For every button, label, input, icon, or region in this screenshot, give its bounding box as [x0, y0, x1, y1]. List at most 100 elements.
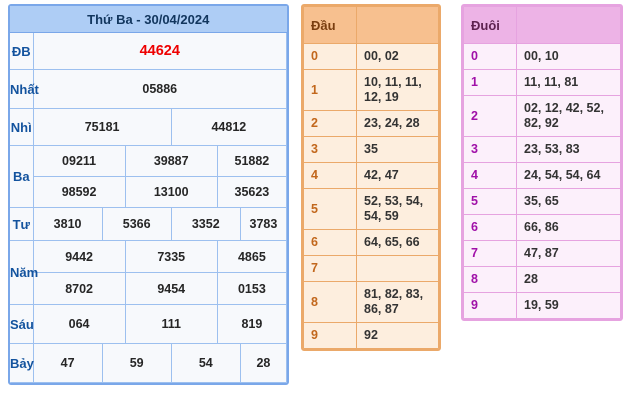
duoi-header-row: Đuôi	[463, 6, 621, 44]
dau-row-3: 3 35	[303, 136, 439, 163]
prize-value-ba-5: 35623	[216, 176, 287, 208]
duoi-key-6: 6	[463, 214, 517, 241]
table-row-nam-1: Năm 9442 7335 4865	[10, 240, 287, 305]
dau-key-2: 2	[303, 110, 357, 137]
prize-value-sau-2: 819	[216, 304, 287, 344]
duoi-row-3: 3 23, 53, 83	[463, 136, 621, 163]
duoi-values-2: 02, 12, 42, 52, 82, 92	[516, 95, 621, 137]
duoi-key-4: 4	[463, 162, 517, 189]
dau-key-3: 3	[303, 136, 357, 163]
lottery-result-table: Thứ Ba - 30/04/2024 ĐB 44624 Nhất 05886 …	[8, 4, 289, 385]
dau-row-6: 6 64, 65, 66	[303, 229, 439, 256]
prize-value-db-0: 44624	[32, 32, 287, 70]
dau-row-5: 5 52, 53, 54, 54, 59	[303, 188, 439, 230]
dau-key-5: 5	[303, 188, 357, 230]
duoi-values-3: 23, 53, 83	[516, 136, 621, 163]
dau-values-4: 42, 47	[356, 162, 439, 189]
result-date-title: Thứ Ba - 30/04/2024	[10, 6, 287, 33]
duoi-key-8: 8	[463, 266, 517, 293]
prize-value-bay-0: 47	[32, 343, 103, 383]
duoi-summary-table: Đuôi 0 00, 10 1 11, 11, 81 2 02, 12, 42,…	[461, 4, 623, 321]
duoi-row-0: 0 00, 10	[463, 43, 621, 70]
dau-key-0: 0	[303, 43, 357, 70]
duoi-row-5: 5 35, 65	[463, 188, 621, 215]
prize-value-tu-1: 5366	[101, 207, 172, 241]
prize-value-nhat-0: 05886	[32, 69, 287, 109]
duoi-row-4: 4 24, 54, 54, 64	[463, 162, 621, 189]
prize-value-nam-1: 7335	[124, 240, 218, 273]
prize-value-tu-3: 3783	[239, 207, 287, 241]
dau-row-0: 0 00, 02	[303, 43, 439, 70]
dau-values-2: 23, 24, 28	[356, 110, 439, 137]
prize-value-ba-2: 51882	[216, 145, 287, 177]
dau-row-7: 7	[303, 255, 439, 282]
dau-row-8: 8 81, 82, 83, 86, 87	[303, 281, 439, 323]
prize-value-bay-1: 59	[101, 343, 172, 383]
table-row-nhi: Nhì 75181 44812	[10, 108, 287, 146]
dau-key-1: 1	[303, 69, 357, 111]
prize-value-tu-2: 3352	[170, 207, 241, 241]
dau-values-7	[356, 255, 439, 282]
duoi-row-8: 8 28	[463, 266, 621, 293]
prize-label-tu: Tư	[10, 207, 34, 241]
table-row-nhat: Nhất 05886	[10, 69, 287, 109]
table-row-sau: Sáu 064 111 819	[10, 304, 287, 344]
table-row-db: ĐB 44624	[10, 32, 287, 70]
prize-value-sau-1: 111	[124, 304, 218, 344]
prize-value-bay-3: 28	[239, 343, 287, 383]
prize-label-nhat: Nhất	[10, 69, 39, 109]
prize-value-ba-1: 39887	[124, 145, 218, 177]
duoi-key-5: 5	[463, 188, 517, 215]
dau-row-1: 1 10, 11, 11, 12, 19	[303, 69, 439, 111]
dau-values-5: 52, 53, 54, 54, 59	[356, 188, 439, 230]
prize-label-nhi: Nhì	[10, 108, 34, 146]
prize-label-sau: Sáu	[10, 304, 34, 344]
prize-label-db: ĐB	[10, 32, 34, 70]
duoi-values-6: 66, 86	[516, 214, 621, 241]
prize-value-nam-4: 9454	[124, 272, 218, 305]
table-row-ba-2: 98592 13100 35623	[10, 176, 287, 208]
prize-label-bay: Bảy	[10, 343, 34, 383]
duoi-row-1: 1 11, 11, 81	[463, 69, 621, 96]
duoi-key-1: 1	[463, 69, 517, 96]
duoi-row-2: 2 02, 12, 42, 52, 82, 92	[463, 95, 621, 137]
dau-values-8: 81, 82, 83, 86, 87	[356, 281, 439, 323]
result-header-row: Thứ Ba - 30/04/2024	[10, 6, 287, 33]
prize-value-nam-3: 8702	[32, 272, 126, 305]
dau-header-row: Đầu	[303, 6, 439, 44]
dau-key-4: 4	[303, 162, 357, 189]
prize-value-ba-4: 13100	[124, 176, 218, 208]
prize-value-bay-2: 54	[170, 343, 241, 383]
duoi-key-0: 0	[463, 43, 517, 70]
duoi-header-label: Đuôi	[463, 6, 517, 44]
table-row-tu: Tư 3810 5366 3352 3783	[10, 207, 287, 241]
duoi-values-7: 47, 87	[516, 240, 621, 267]
prize-value-nam-2: 4865	[216, 240, 287, 273]
duoi-row-9: 9 19, 59	[463, 292, 621, 319]
table-row-ba-1: Ba 09211 39887 51882	[10, 145, 287, 208]
dau-row-2: 2 23, 24, 28	[303, 110, 439, 137]
prize-value-sau-0: 064	[32, 304, 126, 344]
dau-key-7: 7	[303, 255, 357, 282]
dau-values-0: 00, 02	[356, 43, 439, 70]
dau-values-6: 64, 65, 66	[356, 229, 439, 256]
prize-value-nam-5: 0153	[216, 272, 287, 305]
dau-summary-table: Đầu 0 00, 02 1 10, 11, 11, 12, 19 2 23, …	[301, 4, 441, 351]
duoi-key-2: 2	[463, 95, 517, 137]
dau-row-9: 9 92	[303, 322, 439, 349]
dau-key-6: 6	[303, 229, 357, 256]
table-row-nam-2: 8702 9454 0153	[10, 272, 287, 305]
prize-value-nhi-1: 44812	[170, 108, 287, 146]
prize-value-nhi-0: 75181	[32, 108, 172, 146]
duoi-header-value	[516, 6, 621, 44]
dau-key-9: 9	[303, 322, 357, 349]
prize-label-ba: Ba	[10, 145, 34, 208]
dau-header-value	[356, 6, 439, 44]
duoi-values-1: 11, 11, 81	[516, 69, 621, 96]
duoi-values-0: 00, 10	[516, 43, 621, 70]
dau-values-9: 92	[356, 322, 439, 349]
duoi-values-5: 35, 65	[516, 188, 621, 215]
duoi-key-9: 9	[463, 292, 517, 319]
duoi-values-4: 24, 54, 54, 64	[516, 162, 621, 189]
prize-value-nam-0: 9442	[32, 240, 126, 273]
